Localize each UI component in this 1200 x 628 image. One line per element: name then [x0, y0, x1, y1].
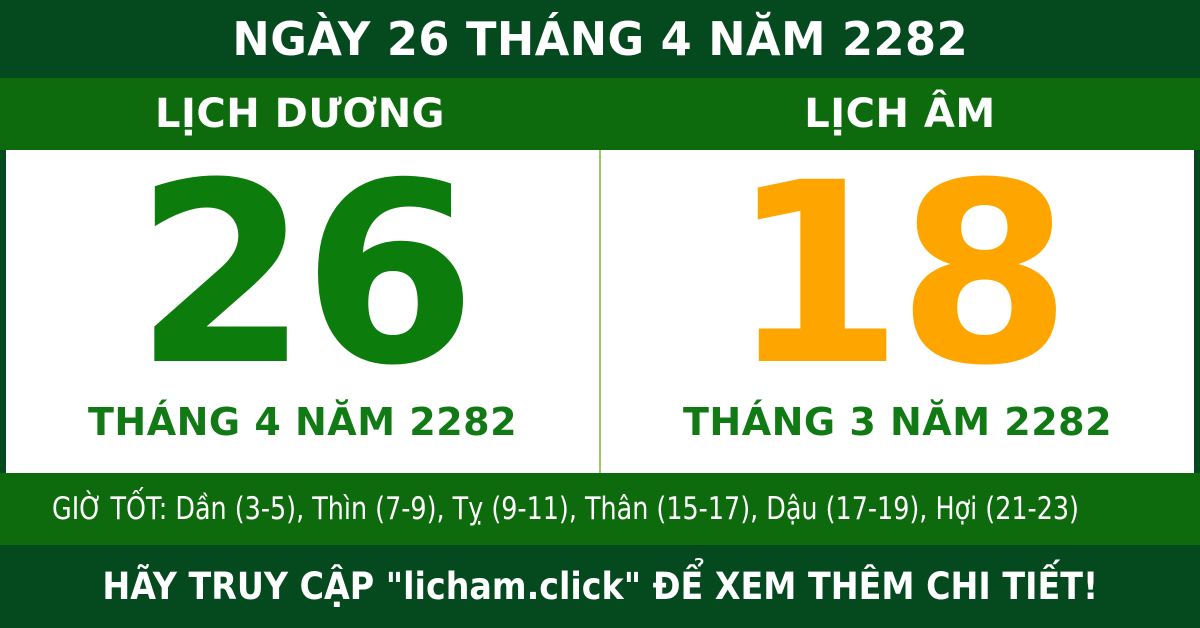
- calendar-panels: 26 THÁNG 4 NĂM 2282 18 THÁNG 3 NĂM 2282: [0, 150, 1200, 473]
- lunar-panel: 18 THÁNG 3 NĂM 2282: [601, 150, 1194, 473]
- calendar-type-header: LỊCH DƯƠNG LỊCH ÂM: [0, 78, 1200, 150]
- solar-day-number: 26: [134, 129, 477, 420]
- footer-cta-text: HÃY TRUY CẬP "licham.click" ĐỂ XEM THÊM …: [102, 565, 1098, 608]
- date-banner: NGÀY 26 THÁNG 4 NĂM 2282: [0, 0, 1200, 78]
- date-banner-title: NGÀY 26 THÁNG 4 NĂM 2282: [232, 12, 968, 66]
- good-hours-bar: GIỜ TỐT: Dần (3-5), Thìn (7-9), Tỵ (9-11…: [0, 473, 1200, 545]
- solar-month-caption: THÁNG 4 NĂM 2282: [87, 400, 518, 444]
- footer-banner: HÃY TRUY CẬP "licham.click" ĐỂ XEM THÊM …: [0, 545, 1200, 628]
- good-hours-text: GIỜ TỐT: Dần (3-5), Thìn (7-9), Tỵ (9-11…: [52, 491, 1079, 527]
- lunar-month-caption: THÁNG 3 NĂM 2282: [682, 400, 1113, 444]
- lunar-calendar-header: LỊCH ÂM: [600, 78, 1200, 150]
- solar-calendar-header: LỊCH DƯƠNG: [0, 78, 600, 150]
- solar-panel: 26 THÁNG 4 NĂM 2282: [6, 150, 599, 473]
- panel-divider: [599, 150, 601, 473]
- solar-calendar-label: LỊCH DƯƠNG: [155, 91, 445, 137]
- lunar-calendar-label: LỊCH ÂM: [804, 91, 996, 137]
- lunar-day-number: 18: [729, 129, 1072, 420]
